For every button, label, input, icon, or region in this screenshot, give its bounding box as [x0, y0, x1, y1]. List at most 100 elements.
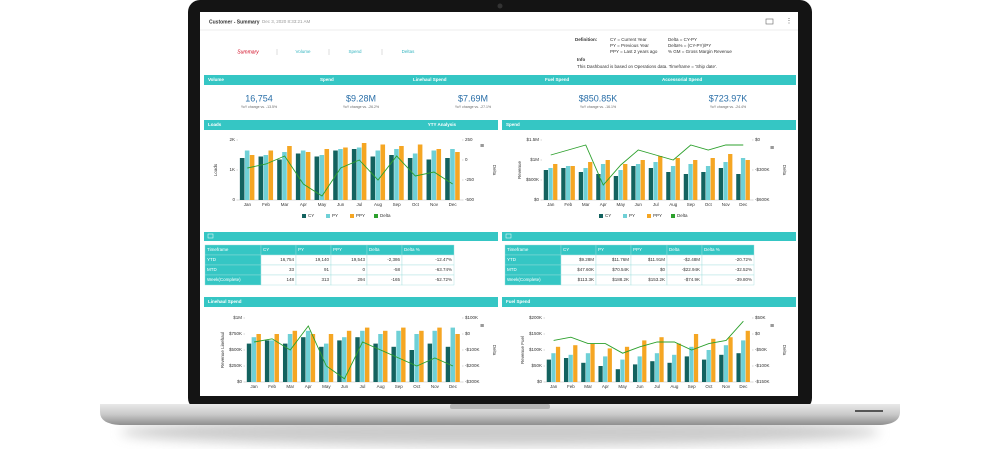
menu-icon[interactable]: ⋮	[786, 19, 792, 25]
bar	[561, 168, 566, 200]
legend-swatch	[599, 214, 603, 218]
bar	[361, 143, 367, 200]
bar	[723, 162, 728, 200]
bar	[338, 149, 343, 200]
y-tick-label: $1M	[530, 157, 539, 162]
bar	[728, 337, 733, 382]
legend-swatch	[350, 214, 354, 218]
x-tick-label: Nov	[722, 202, 731, 207]
bar	[394, 149, 399, 200]
bar	[450, 149, 455, 200]
bar	[675, 158, 680, 200]
y-tick-label: $150K	[529, 331, 542, 336]
x-tick-label: Mar	[584, 384, 592, 389]
bar	[431, 150, 437, 200]
y2-axis-label: Delta	[492, 165, 497, 176]
y2-tick-label: -$150K	[755, 379, 770, 384]
dropdown[interactable]: YTY Analysis	[428, 122, 457, 127]
bar	[455, 152, 460, 200]
definition-title: Definition:	[575, 37, 598, 42]
bar	[251, 337, 257, 382]
bar	[319, 155, 325, 200]
x-tick-label: Jan	[550, 384, 558, 389]
x-tick-label: Dec	[739, 384, 748, 389]
bar	[268, 150, 274, 200]
x-tick-label: Jul	[356, 202, 362, 207]
y2-tick-label: -$600K	[755, 197, 770, 202]
table-text: -63.74%	[435, 267, 452, 272]
delta-line	[550, 144, 744, 186]
chart-title: Spend	[506, 122, 520, 127]
bar	[672, 354, 677, 382]
table-text: -20.72%	[735, 257, 752, 262]
table-text: -165	[391, 277, 401, 282]
bar	[573, 345, 578, 382]
tab[interactable]: Volume	[295, 49, 311, 54]
x-tick-label: Sep	[393, 202, 402, 207]
slot	[855, 410, 883, 412]
x-tick-label: Sep	[688, 384, 697, 389]
bar	[258, 156, 264, 200]
bar	[640, 160, 645, 200]
menu-icon[interactable]: ≡	[770, 145, 774, 152]
table-text: $153.2K	[648, 277, 665, 282]
y-axis-label: Revenue Fuel	[520, 336, 525, 364]
bar	[256, 334, 261, 382]
table-text: PPY	[333, 247, 342, 252]
x-tick-label: Nov	[722, 384, 731, 389]
table-text: -$2.48M	[683, 257, 700, 262]
table-text: 0	[362, 267, 365, 272]
legend-label: PPY	[356, 213, 365, 218]
delta-line	[253, 325, 454, 380]
bar	[263, 155, 269, 200]
kpi-label: Fuel Spend	[545, 77, 570, 82]
bar	[364, 327, 370, 382]
y-axis-label: Revenue Linehaul	[220, 332, 225, 368]
menu-icon[interactable]: ≡	[480, 143, 484, 150]
kpi-change: YoY change vs. -24.4%	[710, 105, 746, 109]
bar	[650, 361, 655, 382]
menu-icon[interactable]: ≡	[770, 323, 774, 330]
y-tick-label: $0	[537, 379, 543, 384]
menu-icon[interactable]: ≡	[480, 323, 484, 330]
bar	[319, 346, 324, 382]
bar	[323, 343, 329, 382]
bar	[588, 162, 593, 200]
info: This Dashboard is based on Operations da…	[577, 64, 717, 69]
chart-header-bar	[204, 297, 498, 307]
bar	[337, 340, 342, 382]
y2-tick-label: $50K	[755, 315, 766, 320]
tab[interactable]: Spend	[348, 49, 362, 54]
legend-swatch	[647, 214, 651, 218]
table-text: 19,543	[351, 257, 365, 262]
table-text: Delta %	[404, 247, 420, 252]
bar	[249, 155, 255, 200]
table-text: -2,386	[387, 257, 400, 262]
table-text: 19,140	[315, 257, 329, 262]
bar	[624, 346, 630, 382]
table-text: YTD	[207, 257, 217, 262]
table-text: $113.3K	[578, 277, 594, 282]
bar	[356, 147, 362, 200]
tab[interactable]: Deltas	[402, 49, 416, 54]
table-text: 16,754	[280, 257, 294, 262]
bar	[546, 359, 551, 382]
bar	[688, 164, 693, 200]
notch	[450, 404, 550, 409]
table-text: 313	[321, 277, 329, 282]
bar	[383, 330, 388, 382]
chart-title: Linehaul Spend	[208, 299, 242, 304]
y-tick-label: $750K	[229, 331, 242, 336]
kpi-header-bar	[204, 75, 796, 85]
x-tick-label: Jun	[341, 384, 349, 389]
bar	[689, 346, 694, 382]
x-tick-label: Oct	[705, 384, 713, 389]
tab[interactable]: Summary	[237, 49, 259, 55]
table-text: -58	[393, 267, 400, 272]
bar	[728, 154, 733, 200]
bar	[706, 350, 711, 382]
bar	[701, 359, 707, 382]
icon[interactable]	[765, 18, 774, 25]
chart-header-bar	[502, 120, 796, 130]
x-tick-label: Feb	[567, 384, 575, 389]
